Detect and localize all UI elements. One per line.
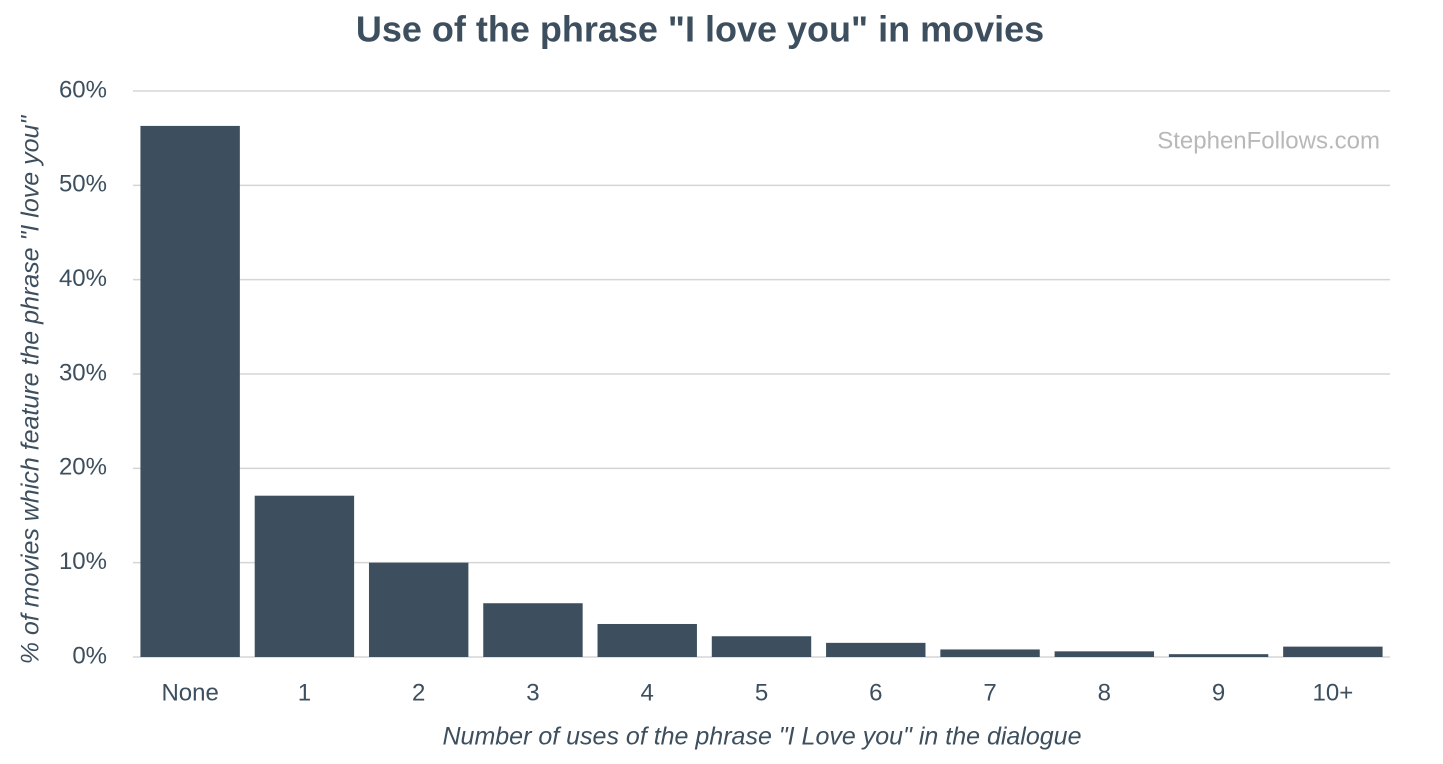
x-tick-label: 6 bbox=[869, 679, 882, 706]
bar bbox=[140, 125, 240, 658]
x-tick-label: 4 bbox=[641, 679, 654, 706]
y-tick-label: 60% bbox=[59, 76, 107, 103]
bar bbox=[1054, 651, 1155, 657]
bar bbox=[597, 623, 697, 657]
y-axis-label: % of movies which feature the phrase "I … bbox=[17, 115, 45, 665]
bar bbox=[940, 649, 1040, 657]
bar bbox=[711, 636, 812, 657]
y-tick-label: 40% bbox=[59, 265, 107, 292]
y-tick-label: 50% bbox=[59, 171, 107, 198]
y-tick-label: 20% bbox=[59, 454, 107, 481]
x-tick-label: 5 bbox=[755, 679, 768, 706]
x-tick-label: 10+ bbox=[1313, 679, 1354, 706]
y-tick-label: 0% bbox=[72, 642, 107, 669]
x-axis-label: Number of uses of the phrase "I Love you… bbox=[443, 723, 1082, 751]
chart-title: Use of the phrase "I love you" in movies bbox=[356, 9, 1044, 50]
x-tick-label: None bbox=[161, 679, 218, 706]
bar bbox=[826, 642, 926, 657]
bar bbox=[254, 495, 355, 657]
x-tick-label: 3 bbox=[526, 679, 539, 706]
y-tick-label: 30% bbox=[59, 359, 107, 386]
x-tick-label: 1 bbox=[298, 679, 311, 706]
bar bbox=[1168, 654, 1269, 657]
x-tick-label: 2 bbox=[412, 679, 425, 706]
x-tick-label: 8 bbox=[1098, 679, 1111, 706]
x-tick-label: 9 bbox=[1212, 679, 1225, 706]
bar bbox=[368, 562, 469, 657]
x-tick-label: 7 bbox=[983, 679, 996, 706]
bar bbox=[1283, 646, 1383, 657]
y-tick-label: 10% bbox=[59, 548, 107, 575]
watermark: StephenFollows.com bbox=[1157, 127, 1380, 154]
bar bbox=[483, 603, 583, 657]
